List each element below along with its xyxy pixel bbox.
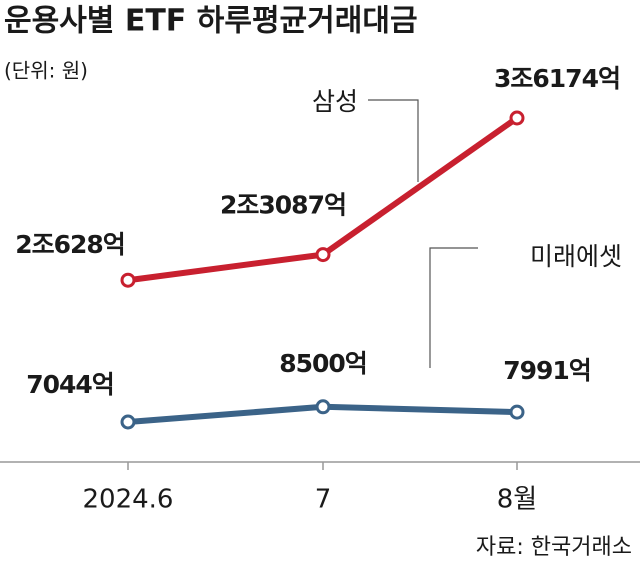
source: 자료: 한국거래소: [476, 535, 632, 560]
value-label: 3조6174억: [494, 64, 620, 93]
chart-title: 운용사별 ETF 하루평균거래대금: [4, 4, 418, 39]
value-label: 2조628억: [15, 230, 125, 259]
leader-line: [368, 99, 419, 182]
series-name: 미래에셋: [530, 242, 622, 271]
x-tick-label: 8월: [497, 485, 537, 515]
point: [509, 110, 525, 126]
value-label: 2조3087억: [220, 191, 346, 220]
value-label: 7044억: [26, 370, 114, 399]
x-tick-label: 2024.6: [83, 485, 174, 515]
leader-line: [429, 247, 478, 368]
value-label: 8500억: [279, 349, 367, 378]
point: [120, 272, 136, 288]
point: [315, 399, 331, 415]
point: [120, 414, 136, 430]
x-tick-label: 7: [315, 485, 332, 515]
point: [315, 247, 331, 263]
point: [509, 404, 525, 420]
series-name: 삼성: [312, 87, 358, 116]
value-label: 7991억: [503, 356, 591, 385]
chart-subtitle: (단위: 원): [4, 59, 88, 83]
